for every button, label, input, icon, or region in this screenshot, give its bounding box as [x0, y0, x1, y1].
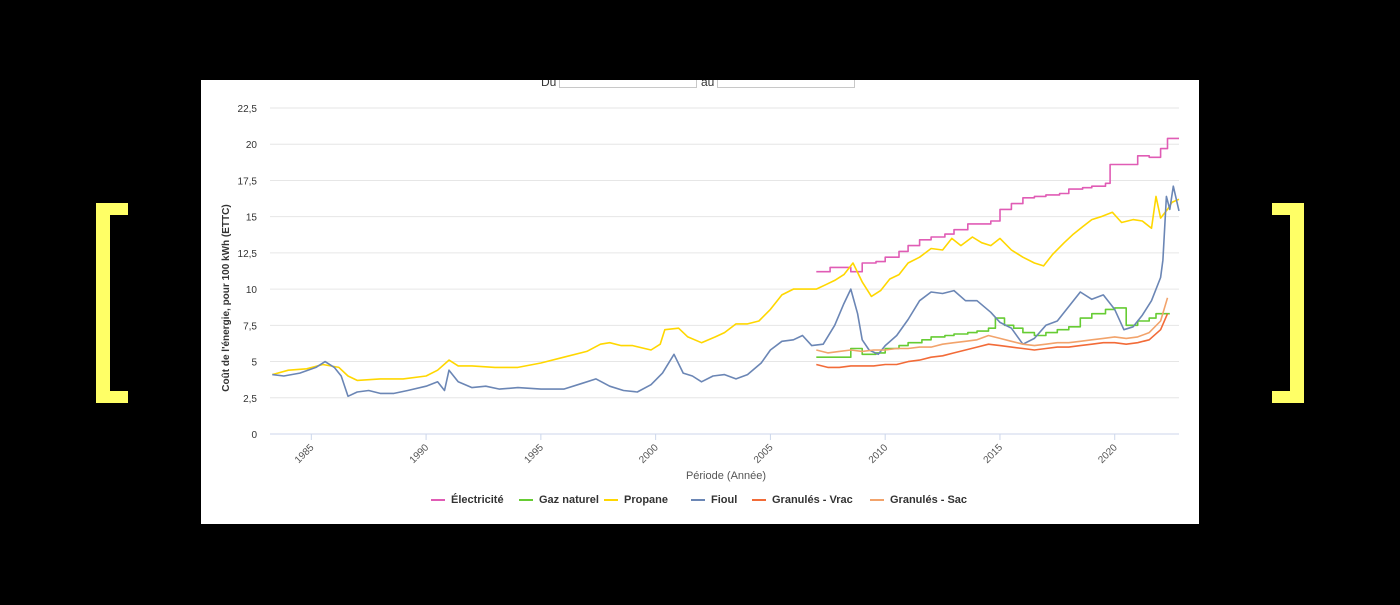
x-tick-label: 2015 [982, 442, 1006, 466]
y-tick-label: 22,5 [238, 104, 258, 115]
y-tick-label: 12,5 [238, 249, 258, 260]
series-line-electricite[interactable] [816, 137, 1179, 273]
date-to-label: au [701, 80, 715, 89]
x-tick-label: 2000 [637, 442, 661, 466]
series-lines [272, 137, 1180, 398]
chart-legend: Électricité Gaz naturel Propane Fioul Granul… [201, 494, 1199, 510]
legend-label: Propane [624, 494, 669, 506]
legend-swatch [431, 499, 445, 501]
legend-label: Granulés - Sac [890, 494, 968, 506]
y-tick-label: 15 [246, 213, 258, 224]
legend-item-propane[interactable]: Propane [604, 494, 668, 506]
legend-label: Granulés - Vrac [772, 494, 853, 506]
legend-swatch [604, 499, 618, 501]
left-bracket-decoration [96, 203, 128, 403]
legend-item-fioul[interactable]: Fioul [691, 494, 737, 506]
y-axis: 0 2,5 5 7,5 10 12,5 15 17,5 20 22,5 [238, 104, 258, 441]
x-tick-label: 2005 [752, 442, 776, 466]
x-tick-label: 2020 [1096, 442, 1120, 466]
y-tick-label: 0 [251, 430, 257, 441]
legend-label: Électricité [451, 494, 504, 506]
legend-item-gaz-naturel[interactable]: Gaz naturel [519, 494, 599, 506]
series-line-granules-sac[interactable] [816, 297, 1169, 354]
x-tick-label: 2010 [867, 442, 891, 466]
y-tick-label: 5 [251, 358, 257, 369]
date-to-input[interactable] [717, 80, 855, 88]
x-tick-label: 1985 [293, 442, 317, 466]
legend-label: Fioul [711, 494, 738, 506]
date-from-label: Du [541, 80, 557, 89]
legend-swatch [870, 499, 884, 501]
right-bracket-decoration [1272, 203, 1304, 403]
x-axis: 1985 1990 1995 2000 2005 2010 2015 2020 [270, 433, 1179, 466]
y-tick-label: 20 [246, 140, 258, 151]
date-range-filter: Du au [201, 80, 1199, 92]
legend-swatch [519, 499, 533, 501]
grid-lines [270, 107, 1179, 435]
x-axis-label: Période (Année) [686, 470, 766, 482]
x-tick-label: 1990 [408, 442, 432, 466]
energy-cost-line-chart: 0 2,5 5 7,5 10 12,5 15 17,5 20 22,5 1985 1990 1995 2… [221, 104, 1180, 482]
legend-swatch [691, 499, 705, 501]
chart-panel: Du au 0 2,5 5 7,5 10 12,5 15 17,5 20 22,5 1985 199… [201, 80, 1199, 524]
legend-swatch [752, 499, 766, 501]
series-line-propane[interactable] [272, 195, 1180, 382]
y-tick-label: 7,5 [243, 321, 257, 332]
legend-label: Gaz naturel [539, 494, 599, 506]
y-tick-label: 17,5 [238, 176, 258, 187]
series-line-fioul[interactable] [272, 185, 1180, 398]
y-axis-label: Coût de l'énergie, pour 100 kWh (ETTC) [221, 204, 232, 391]
legend-item-granules-sac[interactable]: Granulés - Sac [870, 494, 967, 506]
legend-item-granules-vrac[interactable]: Granulés - Vrac [752, 494, 853, 506]
x-tick-label: 1995 [522, 442, 546, 466]
y-tick-label: 10 [246, 285, 258, 296]
legend-item-electricite[interactable]: Électricité [431, 494, 504, 506]
date-from-input[interactable] [559, 80, 697, 88]
y-tick-label: 2,5 [243, 394, 257, 405]
series-line-granules-vrac[interactable] [816, 313, 1169, 369]
